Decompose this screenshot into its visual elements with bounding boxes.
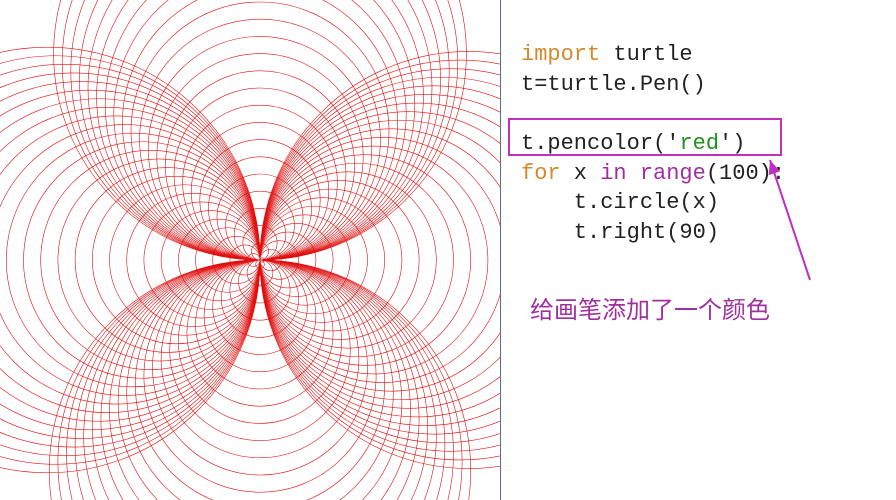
code-text: (100):	[706, 161, 785, 186]
code-text	[627, 161, 640, 186]
code-panel: import turtle t=turtle.Pen() t.pencolor(…	[501, 0, 896, 500]
code-text: t.pencolor(	[521, 131, 666, 156]
builtin-range: range	[640, 161, 706, 186]
string-literal: red	[679, 131, 719, 156]
keyword-import: import	[521, 42, 600, 67]
turtle-drawing	[0, 0, 500, 500]
code-quote: '	[666, 131, 679, 156]
code-text: t.circle(x)	[521, 190, 719, 215]
code-text: x	[561, 161, 601, 186]
code-block: import turtle t=turtle.Pen() t.pencolor(…	[521, 40, 886, 248]
annotation-text: 给画笔添加了一个颜色	[530, 290, 770, 325]
code-quote: '	[719, 131, 732, 156]
keyword-in: in	[600, 161, 626, 186]
code-text: )	[732, 131, 745, 156]
code-text: turtle	[600, 42, 692, 67]
turtle-canvas-panel	[0, 0, 500, 500]
code-text: t.right(90)	[521, 220, 719, 245]
root-container: import turtle t=turtle.Pen() t.pencolor(…	[0, 0, 896, 500]
keyword-for: for	[521, 161, 561, 186]
code-text: t=turtle.Pen()	[521, 72, 706, 97]
